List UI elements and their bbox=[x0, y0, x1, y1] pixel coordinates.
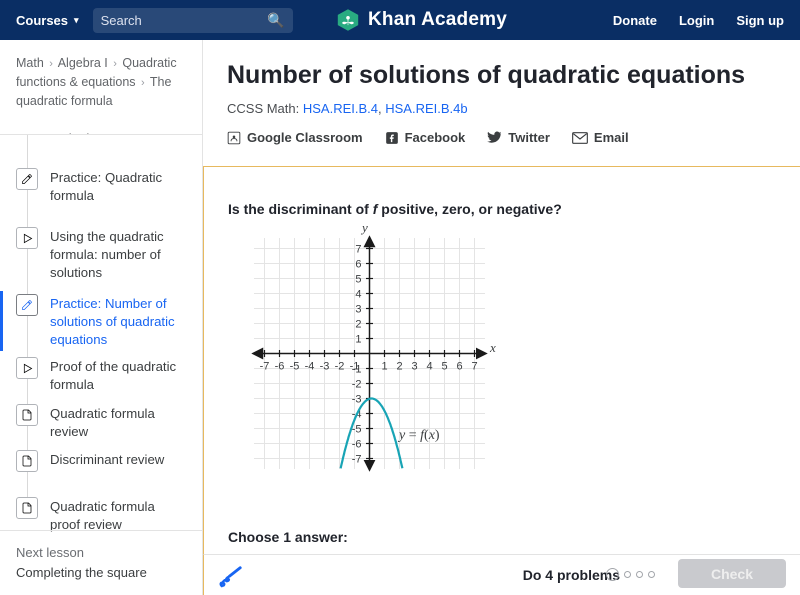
svg-text:-2: -2 bbox=[352, 379, 362, 391]
svg-text:-4: -4 bbox=[305, 361, 315, 373]
svg-text:4: 4 bbox=[426, 361, 432, 373]
svg-text:7: 7 bbox=[471, 361, 477, 373]
svg-text:1: 1 bbox=[355, 334, 361, 346]
svg-text:2: 2 bbox=[396, 361, 402, 373]
svg-text:-7: -7 bbox=[352, 454, 362, 466]
svg-text:3: 3 bbox=[355, 304, 361, 316]
svg-text:6: 6 bbox=[355, 259, 361, 271]
svg-text:3: 3 bbox=[411, 361, 417, 373]
svg-text:2: 2 bbox=[355, 319, 361, 331]
svg-text:-6: -6 bbox=[275, 361, 285, 373]
svg-text:5: 5 bbox=[355, 274, 361, 286]
svg-text:-2: -2 bbox=[335, 361, 345, 373]
svg-text:7: 7 bbox=[355, 244, 361, 256]
svg-text:-1: -1 bbox=[352, 364, 362, 376]
svg-text:-3: -3 bbox=[320, 361, 330, 373]
svg-text:-6: -6 bbox=[352, 439, 362, 451]
svg-text:4: 4 bbox=[355, 289, 361, 301]
svg-text:-5: -5 bbox=[290, 361, 300, 373]
svg-text:-7: -7 bbox=[260, 361, 270, 373]
svg-text:1: 1 bbox=[381, 361, 387, 373]
svg-text:5: 5 bbox=[441, 361, 447, 373]
svg-text:-3: -3 bbox=[352, 394, 362, 406]
svg-text:6: 6 bbox=[456, 361, 462, 373]
